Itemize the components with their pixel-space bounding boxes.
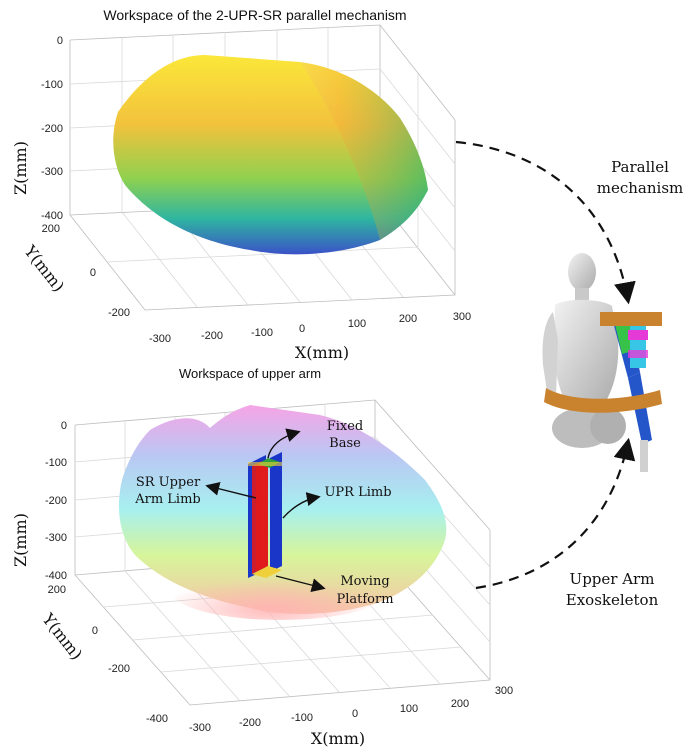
bottom-z-tick: -300	[45, 532, 67, 544]
upper-arm-exoskeleton-label-line2: Exoskeleton	[566, 591, 659, 609]
bottom-x-tick: -100	[291, 712, 313, 724]
bottom-y-tick: 0	[92, 625, 98, 637]
bottom-y-tick: -200	[108, 663, 130, 675]
top-y-ticks: 200 0 -200	[42, 223, 130, 319]
sr-limb-label-line1: SR Upper	[136, 475, 201, 490]
annotation-arrows	[205, 428, 326, 593]
bottom-z-tick: -400	[45, 570, 67, 582]
top-y-tick: -200	[108, 307, 130, 319]
moving-platform-label-line1: Moving	[340, 574, 389, 589]
bottom-z-axis-label: Z(mm)	[11, 513, 30, 567]
annotation-labels: Fixed Base SR Upper Arm Limb UPR Limb Mo…	[134, 419, 393, 607]
bottom-y-axis-label: Y(mm)	[38, 609, 86, 664]
bottom-y-tick: 200	[48, 584, 66, 596]
fixed-base-label-line1: Fixed	[327, 419, 364, 434]
parallel-mechanism-label-line2: mechanism	[597, 179, 683, 197]
bottom-x-ticks: -300 -200 -100 0 100 200 300	[189, 685, 513, 734]
bottom-x-tick: 300	[495, 685, 513, 697]
top-z-tick: -400	[41, 210, 63, 222]
bottom-x-axis-label: X(mm)	[311, 729, 365, 748]
top-x-tick: -300	[149, 333, 171, 345]
bottom-y-ticks: 200 0 -200 -400	[48, 584, 168, 725]
top-plot-title: Workspace of the 2-UPR-SR parallel mecha…	[103, 7, 406, 23]
top-x-axis-label: X(mm)	[295, 343, 349, 362]
top-z-tick: -100	[41, 79, 63, 91]
bottom-workspace-plot: Workspace of upper arm	[11, 366, 513, 748]
top-z-axis-label: Z(mm)	[11, 141, 30, 195]
limb-schematic	[248, 452, 282, 578]
top-y-tick: 200	[42, 223, 60, 235]
fixed-base-label-line2: Base	[329, 436, 361, 451]
upr-limb-label: UPR Limb	[324, 485, 391, 500]
bottom-x-tick: -200	[239, 717, 261, 729]
bottom-z-tick: 0	[61, 420, 67, 432]
bottom-z-tick: -200	[45, 495, 67, 507]
parallel-mechanism-label-line1: Parallel	[611, 158, 669, 176]
bottom-plot-title: Workspace of upper arm	[179, 366, 321, 381]
top-workspace-plot: Workspace of the 2-UPR-SR parallel mecha…	[11, 7, 471, 362]
top-z-ticks: 0 -100 -200 -300 -400	[41, 35, 63, 222]
top-z-tick: 0	[57, 35, 63, 47]
top-x-tick: 0	[299, 323, 305, 335]
top-y-axis-label: Y(mm)	[20, 241, 68, 296]
bottom-x-tick: 0	[352, 708, 358, 720]
top-x-ticks: -300 -200 -100 0 100 200 300	[149, 311, 471, 345]
top-y-tick: 0	[90, 267, 96, 279]
mannequin-illustration	[542, 253, 662, 472]
bottom-y-tick: -400	[146, 713, 168, 725]
bottom-x-tick: -300	[189, 722, 211, 734]
side-labels: Parallel mechanism Upper Arm Exoskeleton	[566, 158, 683, 609]
top-x-tick: 200	[399, 313, 417, 325]
bottom-x-tick: 200	[451, 698, 469, 710]
top-z-tick: -200	[41, 123, 63, 135]
bottom-x-tick: 100	[400, 703, 418, 715]
connector-arcs	[455, 140, 636, 590]
moving-platform-label-line2: Platform	[336, 592, 393, 607]
upper-arm-exoskeleton-label-line1: Upper Arm	[570, 570, 655, 588]
bottom-z-tick: -100	[45, 457, 67, 469]
bottom-z-ticks: 0 -100 -200 -300 -400	[45, 420, 67, 582]
top-workspace-surface	[113, 55, 429, 255]
top-x-tick: 300	[453, 311, 471, 323]
top-x-tick: 100	[348, 318, 366, 330]
top-z-tick: -300	[41, 166, 63, 178]
bottom-workspace-surface	[118, 405, 447, 620]
sr-limb-label-line2: Arm Limb	[134, 492, 201, 507]
top-x-tick: -200	[201, 330, 223, 342]
top-x-tick: -100	[251, 327, 273, 339]
